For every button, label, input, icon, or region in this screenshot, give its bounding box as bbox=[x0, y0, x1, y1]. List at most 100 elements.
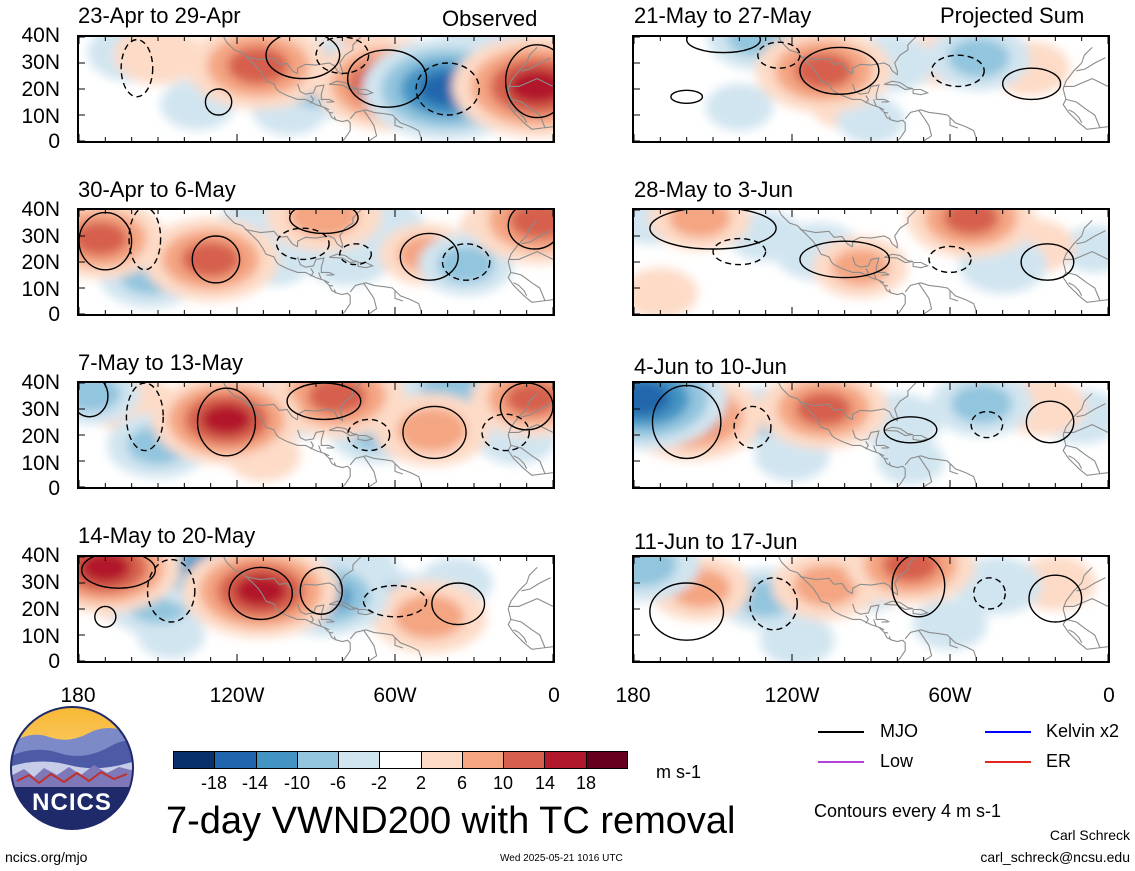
mjo-contour-positive bbox=[346, 49, 428, 108]
colorbar-label: 6 bbox=[456, 773, 468, 793]
mjo-contour-positive bbox=[507, 210, 553, 250]
legend-label-low: Low bbox=[880, 751, 914, 771]
mjo-contour-negative bbox=[362, 584, 428, 618]
anomaly-shading bbox=[397, 407, 467, 452]
coastline bbox=[888, 116, 892, 121]
anomaly-shading bbox=[508, 69, 553, 104]
coastline bbox=[1062, 220, 1108, 303]
mjo-contour-negative bbox=[712, 237, 767, 266]
coastline bbox=[521, 577, 551, 592]
coastline bbox=[904, 282, 977, 314]
anomaly-shading bbox=[795, 391, 852, 427]
coastline bbox=[310, 95, 315, 104]
y-tick-label: 20N bbox=[21, 598, 60, 621]
coastline bbox=[884, 284, 889, 287]
coastline bbox=[1065, 98, 1101, 129]
anomaly-shading bbox=[113, 37, 203, 85]
coastline bbox=[328, 80, 359, 91]
coastline bbox=[883, 426, 914, 437]
mjo-contour-negative bbox=[481, 413, 530, 452]
mjo-contour-positive bbox=[399, 232, 459, 281]
coastline bbox=[865, 615, 870, 624]
colorbar-swatch bbox=[255, 751, 298, 769]
timestamp: Wed 2025-05-21 1016 UTC bbox=[500, 853, 623, 864]
coastline bbox=[1076, 577, 1106, 592]
colorbar-label: 18 bbox=[575, 773, 597, 793]
mjo-contour-positive bbox=[79, 383, 109, 418]
coastline bbox=[508, 250, 553, 260]
colorbar-units: m s-1 bbox=[656, 762, 701, 782]
coastline bbox=[865, 441, 870, 450]
legend-line-kelvin bbox=[985, 731, 1031, 733]
panel-title: 30-Apr to 6-May bbox=[78, 177, 236, 202]
mjo-contour-negative bbox=[970, 410, 1004, 439]
coastline bbox=[1068, 455, 1083, 470]
coastline bbox=[318, 272, 322, 280]
coastline bbox=[244, 401, 298, 421]
mjo-contour-negative bbox=[415, 62, 480, 116]
colorbar-label: -10 bbox=[283, 773, 311, 793]
coastline bbox=[223, 557, 351, 661]
coastline bbox=[799, 55, 853, 75]
coastline bbox=[878, 106, 885, 111]
panel-title: 23-Apr to 29-Apr bbox=[78, 3, 241, 28]
mjo-contour-positive bbox=[80, 557, 157, 589]
colorbar-label: -18 bbox=[200, 773, 228, 793]
main-title: 7-day VWND200 with TC removal bbox=[166, 800, 736, 842]
y-tick-label: 30N bbox=[21, 571, 60, 594]
anomaly-shading bbox=[669, 210, 731, 238]
coastline bbox=[329, 284, 334, 287]
coastline bbox=[1062, 567, 1108, 650]
anomaly-shading bbox=[793, 564, 859, 607]
anomaly-shading bbox=[201, 404, 252, 435]
mjo-contour-positive bbox=[191, 235, 241, 284]
coastline bbox=[323, 626, 330, 631]
colorbar: -18 -14 -10 -6 -2 2 6 10 14 18 bbox=[173, 751, 628, 795]
panel-title: 14-May to 20-May bbox=[78, 523, 256, 548]
anomaly-shading bbox=[394, 594, 464, 639]
logo-text: NCICS bbox=[32, 789, 112, 816]
anomaly-shading bbox=[1060, 225, 1108, 273]
x-tick-label: 180 bbox=[615, 684, 651, 707]
x-tick-label: 180 bbox=[60, 684, 96, 707]
mjo-contour-positive bbox=[228, 566, 293, 621]
anomaly-shading bbox=[307, 383, 367, 414]
anomaly-shading bbox=[705, 83, 774, 131]
coastline bbox=[852, 429, 890, 449]
legend-line-er bbox=[985, 761, 1031, 763]
coastline bbox=[328, 253, 359, 264]
ncics-logo: NCICS bbox=[9, 705, 135, 831]
coastline bbox=[904, 629, 977, 661]
coastline bbox=[778, 557, 906, 661]
coastline bbox=[852, 83, 890, 103]
panel-title: 4-Jun to 10-Jun bbox=[634, 354, 787, 379]
mjo-contour-negative bbox=[441, 243, 491, 281]
coastline bbox=[521, 57, 551, 72]
coastline bbox=[1063, 597, 1108, 607]
colorbar-swatch bbox=[296, 751, 340, 769]
coastline bbox=[310, 268, 315, 277]
legend-label-kelvin: Kelvin x2 bbox=[1046, 721, 1120, 741]
mjo-contour-negative bbox=[973, 577, 1006, 610]
x-tick-label: 0 bbox=[1103, 684, 1115, 707]
colorbar-label: -6 bbox=[329, 773, 347, 793]
coastline bbox=[878, 626, 885, 631]
coastline bbox=[357, 608, 375, 616]
coastline bbox=[1068, 282, 1083, 297]
mjo-contour-positive bbox=[1020, 243, 1075, 281]
x-tick-label: 120W bbox=[764, 684, 820, 707]
coastline bbox=[884, 111, 889, 114]
y-tick-label: 0 bbox=[48, 303, 60, 326]
anomaly-shading bbox=[882, 557, 939, 582]
coastline bbox=[223, 210, 351, 314]
coastline bbox=[883, 80, 914, 91]
coastline bbox=[510, 444, 546, 475]
anomaly-shading bbox=[437, 246, 495, 284]
coastline bbox=[888, 462, 892, 467]
mjo-contour-negative bbox=[930, 54, 985, 88]
mjo-contour-negative bbox=[128, 210, 162, 271]
coastline bbox=[508, 423, 553, 433]
mjo-contour-positive bbox=[799, 240, 891, 279]
coastline bbox=[888, 289, 892, 294]
coastline bbox=[357, 88, 375, 96]
